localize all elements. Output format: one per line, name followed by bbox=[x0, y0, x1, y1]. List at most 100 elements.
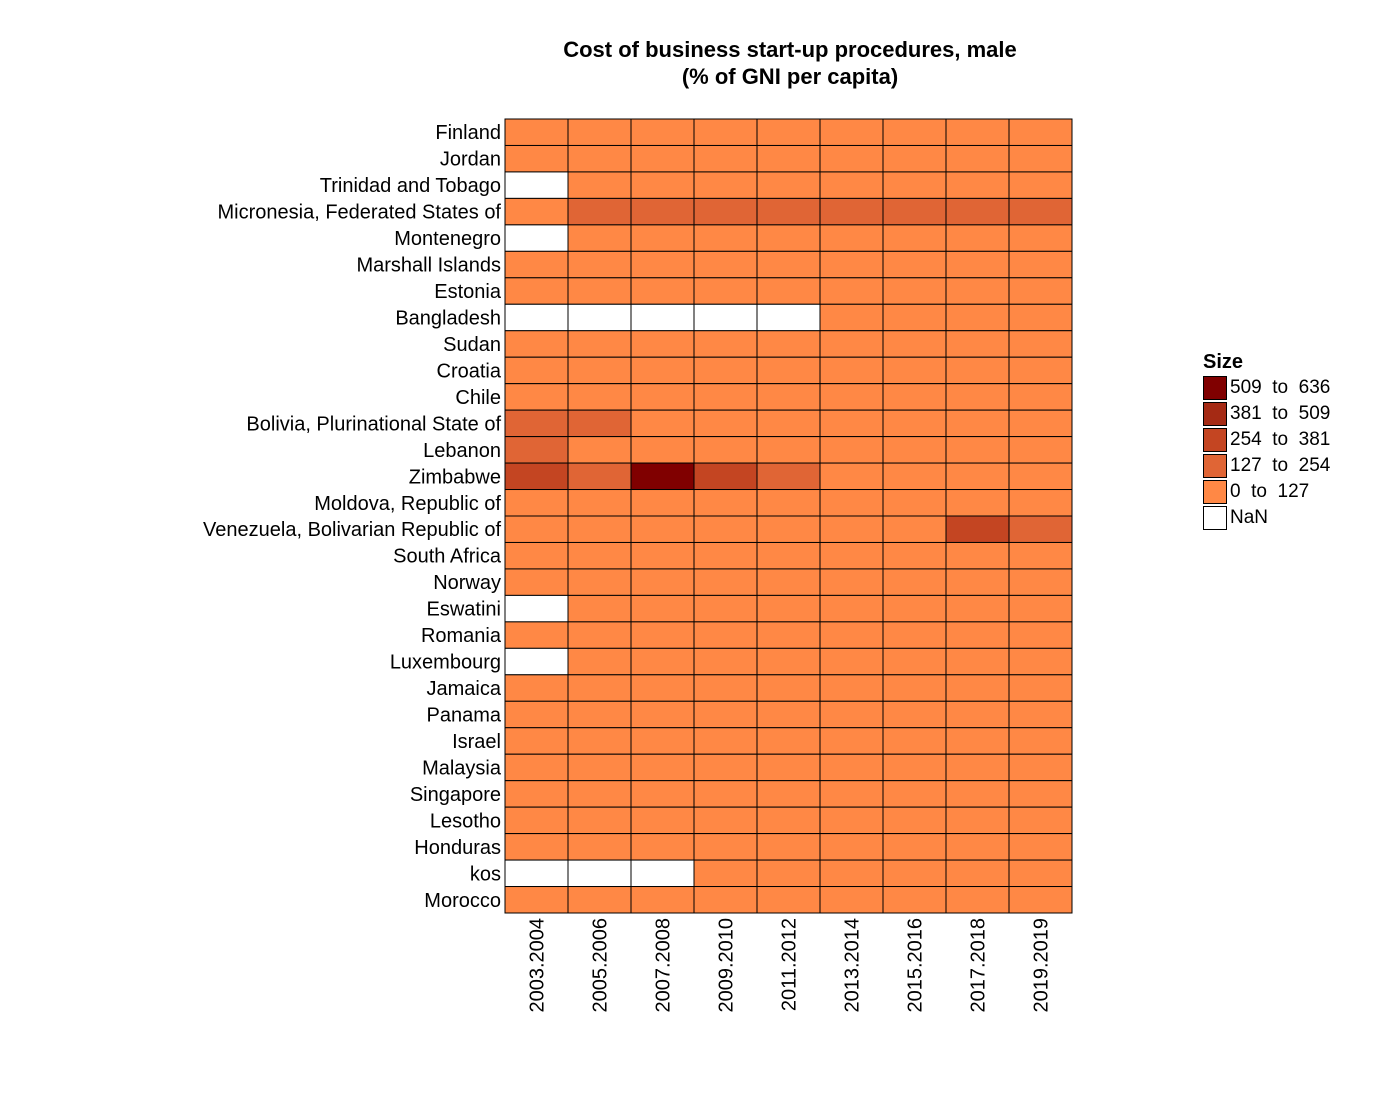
legend-label: 509 to 636 bbox=[1230, 377, 1331, 398]
heatmap-cell bbox=[882, 700, 947, 729]
heatmap-cell bbox=[756, 277, 821, 305]
heatmap-cell bbox=[945, 197, 1010, 226]
heatmap-cell bbox=[945, 462, 1010, 491]
heatmap-cell bbox=[567, 224, 632, 252]
heatmap-cell bbox=[504, 383, 569, 411]
heatmap-cell bbox=[1008, 700, 1073, 729]
heatmap-cell bbox=[945, 621, 1010, 649]
heatmap-cell bbox=[567, 833, 632, 861]
heatmap-cell bbox=[504, 144, 569, 173]
heatmap-cell bbox=[693, 277, 758, 305]
heatmap-cell bbox=[630, 780, 695, 808]
heatmap-cell bbox=[1008, 621, 1073, 649]
heatmap-cell bbox=[819, 886, 884, 914]
heatmap-cell bbox=[693, 859, 758, 888]
row-label: kos bbox=[470, 863, 501, 885]
column-label: 2003.2004 bbox=[527, 918, 549, 1013]
heatmap-cell bbox=[819, 197, 884, 226]
heatmap-cell bbox=[882, 250, 947, 279]
heatmap-cells bbox=[504, 118, 1073, 914]
heatmap-cell bbox=[567, 383, 632, 411]
legend-items: 509 to 636 381 to 509 254 to 381 127 to 254… bbox=[1203, 375, 1330, 531]
heatmap-cell bbox=[882, 780, 947, 808]
heatmap-cell bbox=[504, 621, 569, 649]
heatmap-cell bbox=[504, 700, 569, 729]
heatmap-cell bbox=[1008, 886, 1073, 914]
column-label: 2011.2012 bbox=[779, 918, 801, 1011]
row-label: Singapore bbox=[410, 784, 501, 806]
heatmap-cell bbox=[1008, 489, 1073, 517]
heatmap-cell bbox=[882, 753, 947, 782]
heatmap-cell bbox=[567, 886, 632, 914]
heatmap-cell bbox=[882, 674, 947, 702]
row-label: Lesotho bbox=[430, 810, 501, 832]
chart-title-block: Cost of business start-up procedures, ma… bbox=[390, 36, 1190, 90]
heatmap-cell bbox=[756, 806, 821, 835]
heatmap-cell bbox=[693, 886, 758, 914]
heatmap-cell bbox=[504, 594, 569, 623]
heatmap-cell bbox=[882, 727, 947, 755]
heatmap-cell bbox=[1008, 594, 1073, 623]
heatmap-cell bbox=[1008, 806, 1073, 835]
chart-subtitle: (% of GNI per capita) bbox=[681, 64, 899, 89]
heatmap-cell bbox=[945, 594, 1010, 623]
heatmap-cell bbox=[630, 383, 695, 411]
heatmap-cell bbox=[819, 541, 884, 570]
heatmap-cell bbox=[945, 886, 1010, 914]
heatmap-cell bbox=[945, 727, 1010, 755]
row-label: Romania bbox=[421, 625, 502, 647]
legend-swatch bbox=[1203, 428, 1227, 452]
heatmap-cell bbox=[945, 753, 1010, 782]
heatmap-cell bbox=[504, 806, 569, 835]
heatmap-cell bbox=[819, 330, 884, 358]
heatmap-cell bbox=[693, 833, 758, 861]
row-label: Chile bbox=[455, 387, 501, 409]
heatmap-cell bbox=[567, 780, 632, 808]
heatmap-cell bbox=[567, 250, 632, 279]
column-label: 2013.2014 bbox=[842, 918, 864, 1013]
heatmap-cell bbox=[819, 568, 884, 596]
heatmap-cell bbox=[504, 489, 569, 517]
heatmap-cell bbox=[1008, 515, 1073, 543]
legend: Size 509 to 636 381 to 509 254 to 381 127 t… bbox=[1203, 350, 1330, 531]
heatmap-cell bbox=[882, 568, 947, 596]
heatmap-cell bbox=[756, 753, 821, 782]
heatmap-cell bbox=[630, 277, 695, 305]
heatmap-cell bbox=[567, 806, 632, 835]
heatmap-cell bbox=[630, 833, 695, 861]
heatmap-cell bbox=[693, 727, 758, 755]
heatmap-cell bbox=[1008, 250, 1073, 279]
heatmap-cell bbox=[819, 462, 884, 491]
heatmap-cell bbox=[567, 197, 632, 226]
heatmap-cell bbox=[630, 250, 695, 279]
heatmap-cell bbox=[630, 727, 695, 755]
heatmap-cell bbox=[756, 515, 821, 543]
heatmap-cell bbox=[882, 144, 947, 173]
heatmap-cell bbox=[819, 250, 884, 279]
heatmap-cell bbox=[819, 356, 884, 385]
heatmap-cell bbox=[819, 753, 884, 782]
heatmap-cell bbox=[567, 674, 632, 702]
heatmap-cell bbox=[945, 859, 1010, 888]
heatmap-cell bbox=[504, 303, 569, 332]
row-label: Bangladesh bbox=[395, 308, 501, 330]
heatmap-cell bbox=[567, 594, 632, 623]
chart-title: Cost of business start-up procedures, ma… bbox=[563, 37, 1017, 62]
heatmap-cell bbox=[1008, 436, 1073, 464]
row-label: Moldova, Republic of bbox=[314, 493, 501, 515]
heatmap-cell bbox=[504, 647, 569, 676]
heatmap-cell bbox=[693, 462, 758, 491]
row-label: Micronesia, Federated States of bbox=[218, 202, 502, 224]
heatmap-cell bbox=[882, 171, 947, 199]
heatmap-cell bbox=[567, 541, 632, 570]
heatmap-cell bbox=[693, 356, 758, 385]
heatmap-cell bbox=[882, 436, 947, 464]
heatmap-cell bbox=[945, 224, 1010, 252]
heatmap-cell bbox=[693, 568, 758, 596]
row-label: Israel bbox=[452, 731, 501, 753]
heatmap-cell bbox=[756, 383, 821, 411]
heatmap-cell bbox=[504, 330, 569, 358]
heatmap-cell bbox=[1008, 568, 1073, 596]
heatmap-cell bbox=[945, 568, 1010, 596]
heatmap-cell bbox=[567, 515, 632, 543]
